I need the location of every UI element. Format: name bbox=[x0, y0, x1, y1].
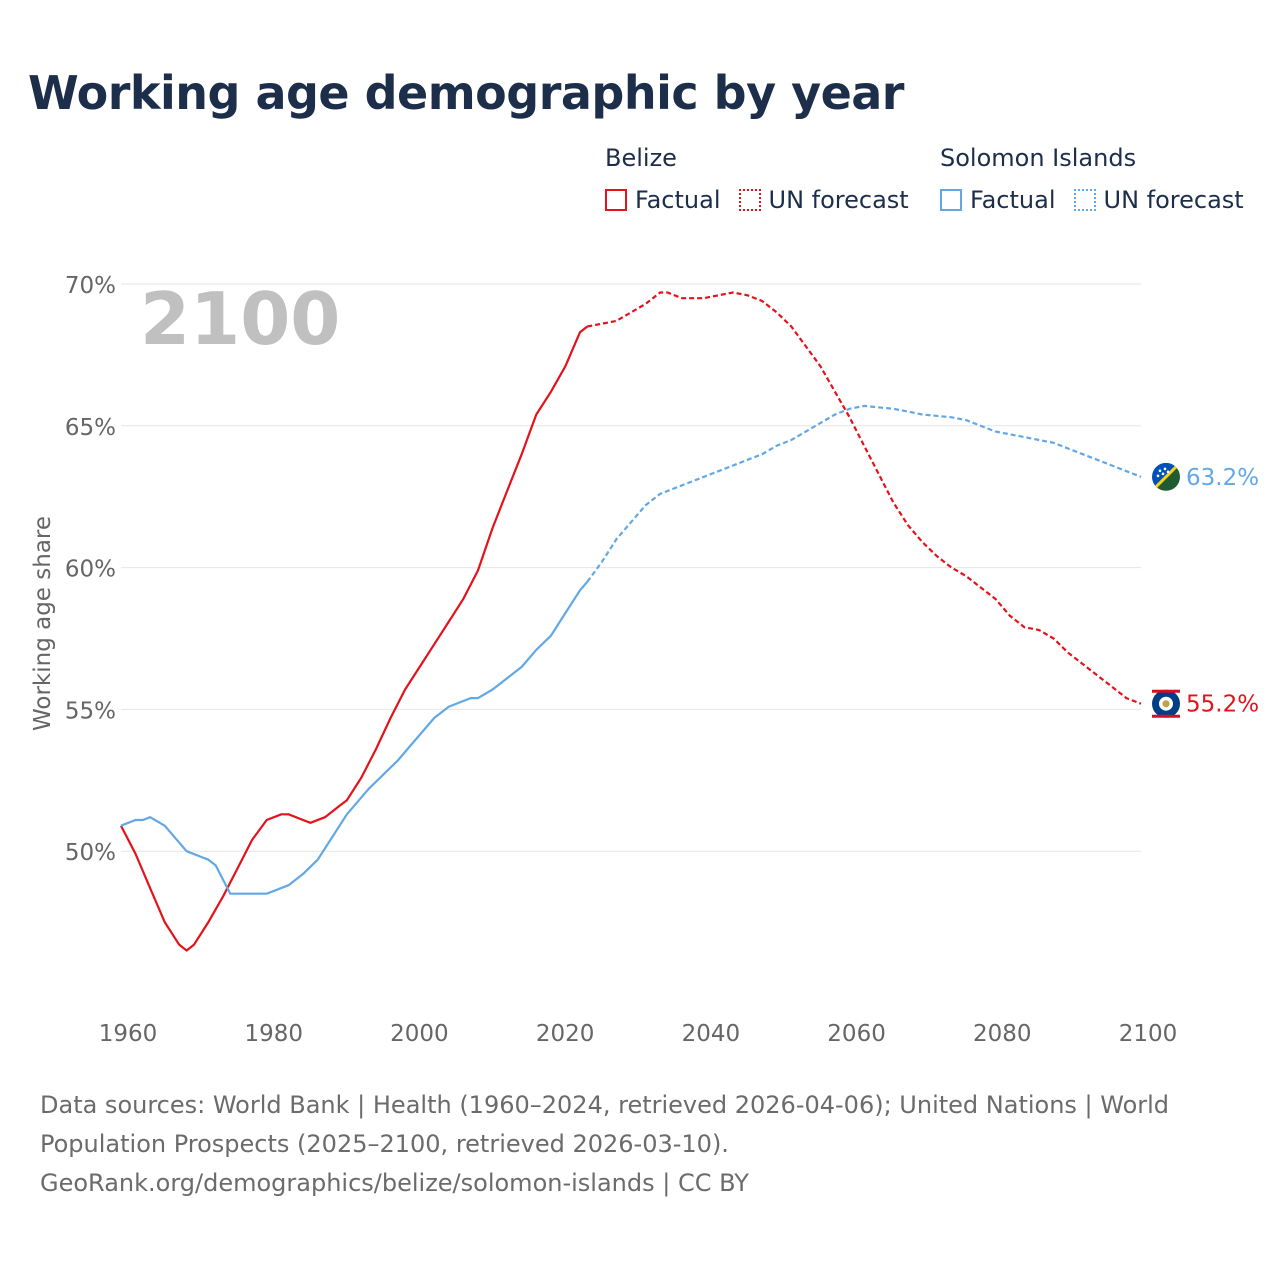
solomon-islands-flag-star bbox=[1161, 472, 1165, 476]
x-tick-label: 2000 bbox=[390, 1021, 449, 1047]
solomon-islands-flag-star bbox=[1156, 474, 1160, 478]
footer-sources-line1: Data sources: World Bank | Health (1960–… bbox=[40, 1091, 1170, 1119]
end-value-label-solomon-islands: 63.2% bbox=[1186, 465, 1259, 491]
x-tick-label: 2080 bbox=[973, 1021, 1032, 1047]
footer-attribution: GeoRank.org/demographics/belize/solomon-… bbox=[40, 1169, 749, 1197]
legend-belize-country: Belize bbox=[605, 144, 677, 172]
line-chart: 50% 55% 60% 65% 70% 1960 1980 2000 2020 2040 2060 2… bbox=[30, 273, 1259, 1047]
legend-belize-factual[interactable]: Factual bbox=[605, 186, 721, 214]
x-tick-label: 2040 bbox=[682, 1021, 741, 1047]
y-tick-label: 55% bbox=[65, 698, 116, 724]
y-tick-label: 70% bbox=[65, 273, 116, 299]
footer-sources-line2: Population Prospects (2025–2100, retriev… bbox=[40, 1130, 729, 1158]
footer: Data sources: World Bank | Health (1960–… bbox=[40, 1086, 1240, 1203]
solid-line-swatch-icon bbox=[940, 189, 962, 211]
legend-belize-forecast[interactable]: UN forecast bbox=[738, 186, 909, 214]
y-tick-label: 50% bbox=[65, 840, 116, 866]
legend-solomon-factual[interactable]: Factual bbox=[940, 186, 1056, 214]
x-tick-label: 2020 bbox=[536, 1021, 595, 1047]
x-tick-label: 2100 bbox=[1119, 1021, 1178, 1047]
belize-flag-emblem-center bbox=[1162, 700, 1170, 708]
year-watermark: 2100 bbox=[140, 277, 340, 361]
belize-flag-stripe-bottom bbox=[1152, 714, 1180, 718]
x-tick-label: 2060 bbox=[827, 1021, 886, 1047]
legend-solomon-islands: Solomon Islands Factual UN forecast bbox=[940, 144, 1262, 214]
legend-belize-forecast-label: UN forecast bbox=[768, 186, 909, 214]
series-line-forecast-solomon-islands bbox=[586, 404, 1142, 583]
end-value-label-belize: 55.2% bbox=[1186, 692, 1259, 718]
legend-solomon-country: Solomon Islands bbox=[940, 144, 1137, 172]
solomon-islands-flag-diagonal bbox=[1152, 462, 1180, 491]
legend-solomon-forecast[interactable]: UN forecast bbox=[1073, 186, 1244, 214]
legend-belize: Belize Factual UN forecast bbox=[605, 144, 927, 214]
belize-flag-stripe-top bbox=[1152, 689, 1180, 693]
dotted-line-swatch-icon bbox=[738, 189, 761, 211]
y-tick-label: 60% bbox=[65, 557, 116, 583]
y-tick-label: 65% bbox=[65, 415, 116, 441]
chart-title: Working age demographic by year bbox=[28, 66, 905, 120]
x-tick-label: 1980 bbox=[244, 1021, 303, 1047]
solid-line-swatch-icon bbox=[605, 189, 627, 211]
series-line-factual-solomon-islands bbox=[120, 581, 589, 895]
legend-solomon-forecast-label: UN forecast bbox=[1103, 186, 1244, 214]
series-line-forecast-belize bbox=[587, 291, 1142, 705]
solomon-islands-flag-star bbox=[1163, 467, 1167, 471]
x-tick-label: 1960 bbox=[99, 1021, 158, 1047]
series-line-factual-belize bbox=[120, 325, 588, 952]
solomon-islands-flag-star bbox=[1166, 470, 1170, 474]
y-axis-label: Working age share bbox=[30, 516, 56, 731]
dotted-line-swatch-icon bbox=[1073, 189, 1096, 211]
solomon-islands-flag-star bbox=[1158, 469, 1162, 473]
legend-solomon-factual-label: Factual bbox=[970, 186, 1056, 214]
legend-belize-factual-label: Factual bbox=[635, 186, 721, 214]
